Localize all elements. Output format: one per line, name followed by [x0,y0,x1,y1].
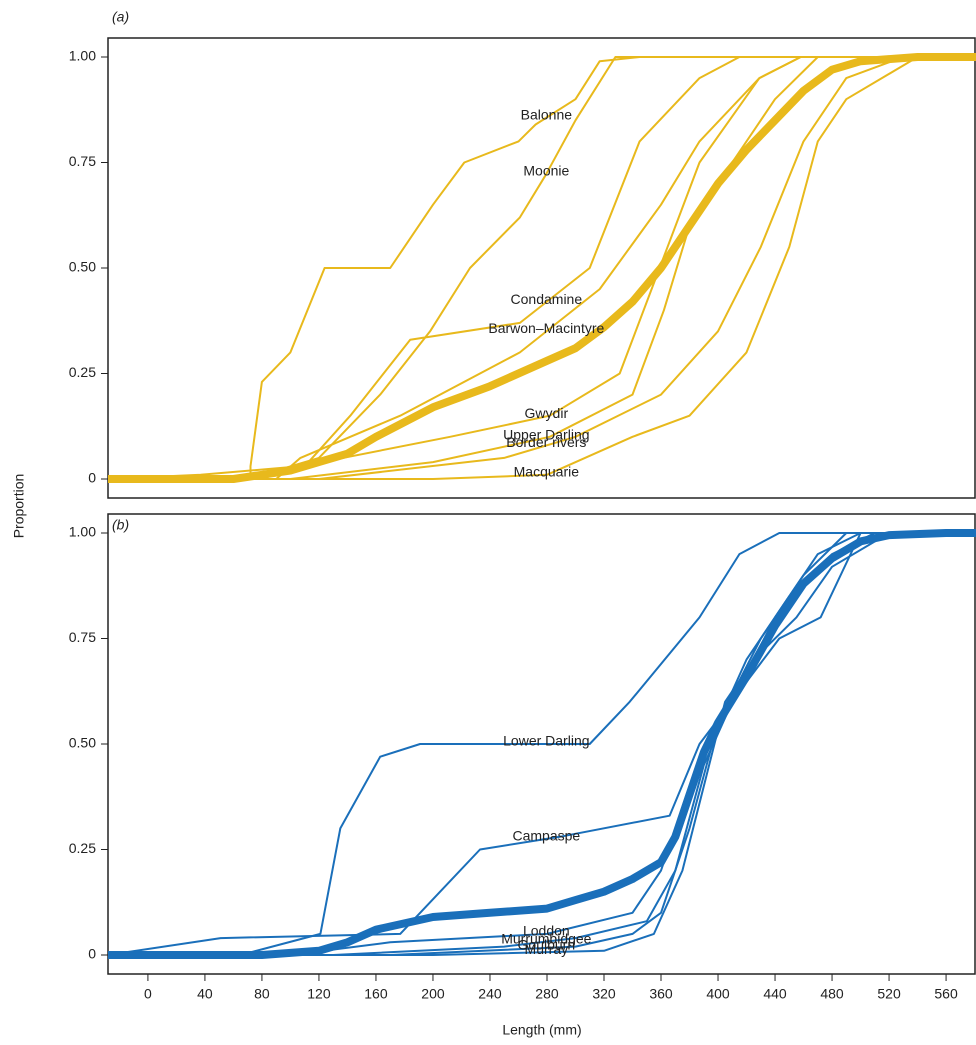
ecdf-curve [108,532,976,956]
ecdf-curve [108,56,976,480]
x-tick-label: 80 [254,986,270,1002]
x-tick-label: 0 [144,986,152,1002]
x-tick-label: 240 [478,986,502,1002]
plot-area [108,529,976,959]
y-tick-label: 0 [88,946,96,962]
series-label: Lower Darling [503,733,589,749]
x-tick-label: 200 [421,986,445,1002]
x-tick-label: 40 [197,986,213,1002]
plot-area [108,53,976,483]
x-tick-label: 440 [763,986,787,1002]
y-tick-label: 1.00 [69,524,96,540]
series-label: Balonne [521,106,573,122]
series-label: Murray [525,941,569,957]
ecdf-curve [108,56,976,480]
x-axis-label: Length (mm) [502,1022,581,1038]
ecdf-curve [108,532,976,956]
y-tick-label: 0.25 [69,840,96,856]
y-tick-label: 0.50 [69,735,96,751]
y-tick-label: 0.75 [69,629,96,645]
y-tick-label: 1.00 [69,48,96,64]
x-tick-label: 560 [934,986,958,1002]
x-tick-label: 480 [820,986,844,1002]
y-tick-label: 0.25 [69,364,96,380]
series-label: Campaspe [512,828,580,844]
y-axis-label: Proportion [11,474,27,539]
series-label: Upper Darling [503,426,589,442]
ecdf-curve [108,532,976,956]
series-label: Macquarie [514,464,580,480]
x-tick-label: 360 [649,986,673,1002]
pooled-curve [108,53,976,483]
pooled-curve [108,529,976,959]
ecdf-curve [108,532,976,956]
ecdf-curve [108,56,976,480]
x-tick-label: 120 [307,986,331,1002]
panel-label: (a) [112,9,129,25]
series-label: Gwydir [525,405,569,421]
series-label: Loddon [523,923,570,939]
series-label: Barwon–Macintyre [488,320,604,336]
x-tick-label: 280 [535,986,559,1002]
x-tick-label: 400 [706,986,730,1002]
series-label: Border rivers [506,434,586,450]
ecdf-curve [108,56,976,480]
series-label: Murrumbidgee [501,930,591,946]
series-label: Condamine [511,291,583,307]
ecdf-curve [108,56,976,480]
x-tick-label: 520 [877,986,901,1002]
series-label: Goulburn [518,937,576,953]
y-tick-label: 0.50 [69,259,96,275]
y-tick-label: 0 [88,470,96,486]
panel-label: (b) [112,517,129,533]
x-tick-label: 160 [364,986,388,1002]
series-label: Moonie [523,162,569,178]
x-tick-label: 320 [592,986,616,1002]
ecdf-curve [108,56,976,480]
y-tick-label: 0.75 [69,153,96,169]
